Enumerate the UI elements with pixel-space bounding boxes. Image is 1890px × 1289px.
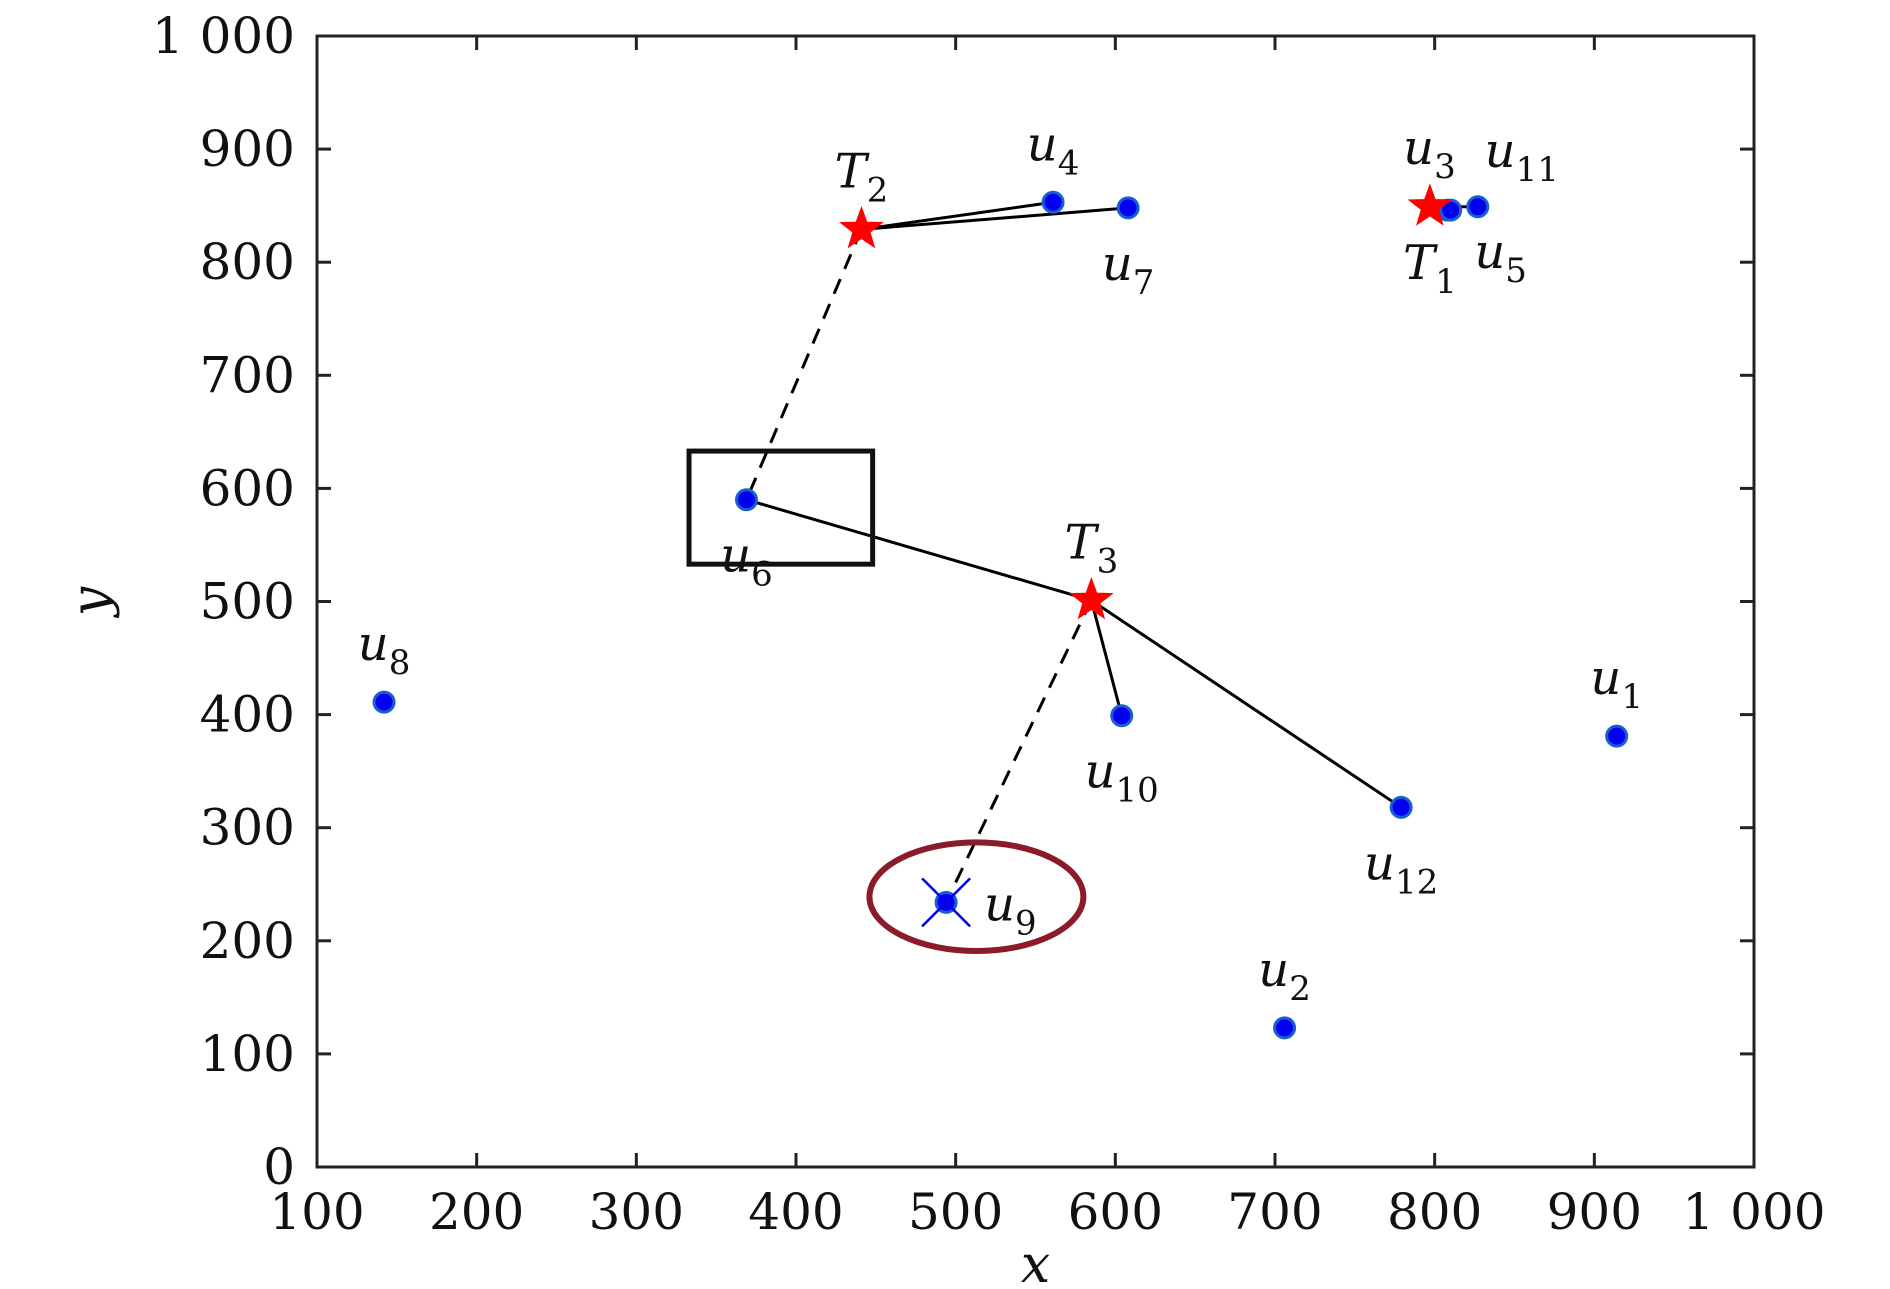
y-tick-label: 0	[263, 1138, 295, 1196]
user-point-u4	[1041, 190, 1065, 214]
user-point-u1	[1605, 724, 1629, 748]
label-u9: u9	[984, 876, 1037, 943]
y-tick-label: 200	[200, 912, 295, 970]
y-tick-label: 300	[200, 799, 295, 857]
highlight-box-u6	[686, 448, 876, 567]
link-T2-u7	[861, 206, 1129, 231]
y-axis-label: y	[61, 586, 121, 618]
link-T2-u4	[861, 200, 1054, 231]
x-tick-label: 1 000	[1682, 1183, 1825, 1241]
label-u4: u4	[1027, 116, 1080, 183]
label-u1: u1	[1590, 650, 1643, 717]
link-T3-u9	[944, 599, 1093, 903]
label-T2: T2	[835, 143, 889, 210]
x-tick-label: 600	[1068, 1183, 1163, 1241]
label-u8: u8	[358, 616, 411, 683]
axes-layer: 100 200 300 400 500 600 700 800 900 1 00001002003…	[61, 7, 1826, 1289]
user-point-u12	[1389, 795, 1413, 819]
link-T3-u6	[746, 498, 1092, 602]
target-star-T3	[1069, 576, 1114, 620]
x-tick-label: 700	[1227, 1183, 1322, 1241]
user-point-u2	[1273, 1016, 1297, 1040]
x-tick-label: 900	[1547, 1183, 1642, 1241]
y-tick-label: 400	[200, 686, 295, 744]
link-T3-u10	[1089, 599, 1124, 717]
label-u11: u11	[1485, 123, 1559, 190]
y-tick-label: 900	[200, 120, 295, 178]
label-u12: u12	[1364, 835, 1438, 902]
annotations-layer	[686, 448, 1087, 954]
user-point-u7	[1116, 196, 1140, 220]
label-u2: u2	[1258, 942, 1311, 1009]
y-tick-label: 1 000	[152, 7, 295, 65]
y-tick-label: 700	[200, 346, 295, 404]
label-u6: u6	[720, 528, 773, 595]
cross-marker-u9	[921, 877, 971, 928]
links-layer	[745, 200, 1478, 903]
user-point-u11	[1466, 195, 1490, 219]
target-star-T1	[1407, 183, 1453, 226]
x-tick-label: 300	[589, 1183, 684, 1241]
label-u10: u10	[1085, 744, 1159, 811]
user-point-u8	[372, 690, 396, 714]
label-u5: u5	[1474, 224, 1527, 291]
highlight-ellipse-u9	[866, 839, 1087, 954]
y-tick-label: 100	[200, 1025, 295, 1083]
points-layer: u1 u2 u3 u4 u5 u6 u7 u8 u9 u10 u11 u12 T1 T2 T3	[358, 116, 1643, 1040]
y-tick-label: 800	[200, 233, 295, 291]
label-T1: T1	[1403, 235, 1457, 302]
label-u7: u7	[1102, 236, 1155, 303]
x-tick-label: 200	[429, 1183, 524, 1241]
x-tick-label: 800	[1387, 1183, 1482, 1241]
user-point-u6	[735, 488, 759, 512]
x-tick-label: 500	[908, 1183, 1003, 1241]
y-tick-label: 500	[200, 573, 295, 631]
y-tick-label: 600	[200, 459, 295, 517]
label-T3: T3	[1065, 514, 1119, 581]
link-T3-u12	[1090, 599, 1402, 809]
target-star-T2	[839, 205, 884, 249]
label-u3: u3	[1403, 120, 1456, 187]
x-axis-label: x	[1021, 1235, 1050, 1289]
link-T2-u6	[745, 228, 863, 501]
user-point-u10	[1110, 704, 1134, 728]
x-tick-label: 100	[269, 1183, 364, 1241]
x-tick-label: 400	[748, 1183, 843, 1241]
